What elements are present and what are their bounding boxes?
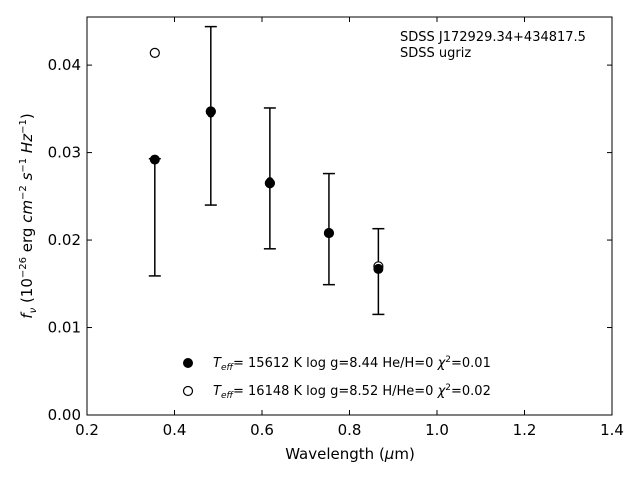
y-tick-label: 0.00 <box>48 406 81 424</box>
x-tick-label: 0.8 <box>338 421 362 439</box>
legend-entry-1: Teff= 15612 K log g=8.44 He/H=0 χ2=0.01 <box>213 355 491 373</box>
legend-entry-2: Teff= 16148 K log g=8.52 H/He=0 χ2=0.02 <box>213 383 491 401</box>
y-axis-label: fν (10−26 erg cm−2 s−1 Hz−1) <box>18 113 39 318</box>
y-tick-label: 0.01 <box>48 319 81 337</box>
annotation-filters: SDSS ugriz <box>400 46 471 61</box>
x-tick-label: 0.6 <box>250 421 274 439</box>
model-point-filled <box>323 228 334 239</box>
x-axis-label: Wavelength (μm) <box>285 445 415 463</box>
plot-area <box>86 16 613 416</box>
y-tick-label: 0.03 <box>48 144 81 162</box>
legend-marker-open <box>182 385 194 397</box>
y-tick-label: 0.02 <box>48 231 81 249</box>
model-point-filled <box>205 106 216 117</box>
model-point-open <box>149 47 160 58</box>
y-tick-label: 0.04 <box>48 56 81 74</box>
annotation-object: SDSS J172929.34+434817.5 <box>400 30 586 45</box>
legend: Teff= 15612 K log g=8.44 He/H=0 χ2=0.01 … <box>182 355 491 401</box>
x-tick-label: 0.4 <box>163 421 187 439</box>
model-point-filled <box>264 178 275 189</box>
model-point-filled <box>373 263 384 274</box>
x-tick-label: 1.2 <box>513 421 537 439</box>
legend-marker-filled <box>183 358 193 368</box>
model-point-filled <box>149 154 160 165</box>
data-points <box>149 47 384 274</box>
x-tick-label: 0.2 <box>75 421 99 439</box>
x-tick-label: 1.4 <box>600 421 624 439</box>
axis-ticks: 0.2 0.4 0.6 0.8 1.0 1.2 1.4 0.00 0.01 0.02 0.03 0.0… <box>48 17 624 439</box>
x-tick-label: 1.0 <box>425 421 449 439</box>
